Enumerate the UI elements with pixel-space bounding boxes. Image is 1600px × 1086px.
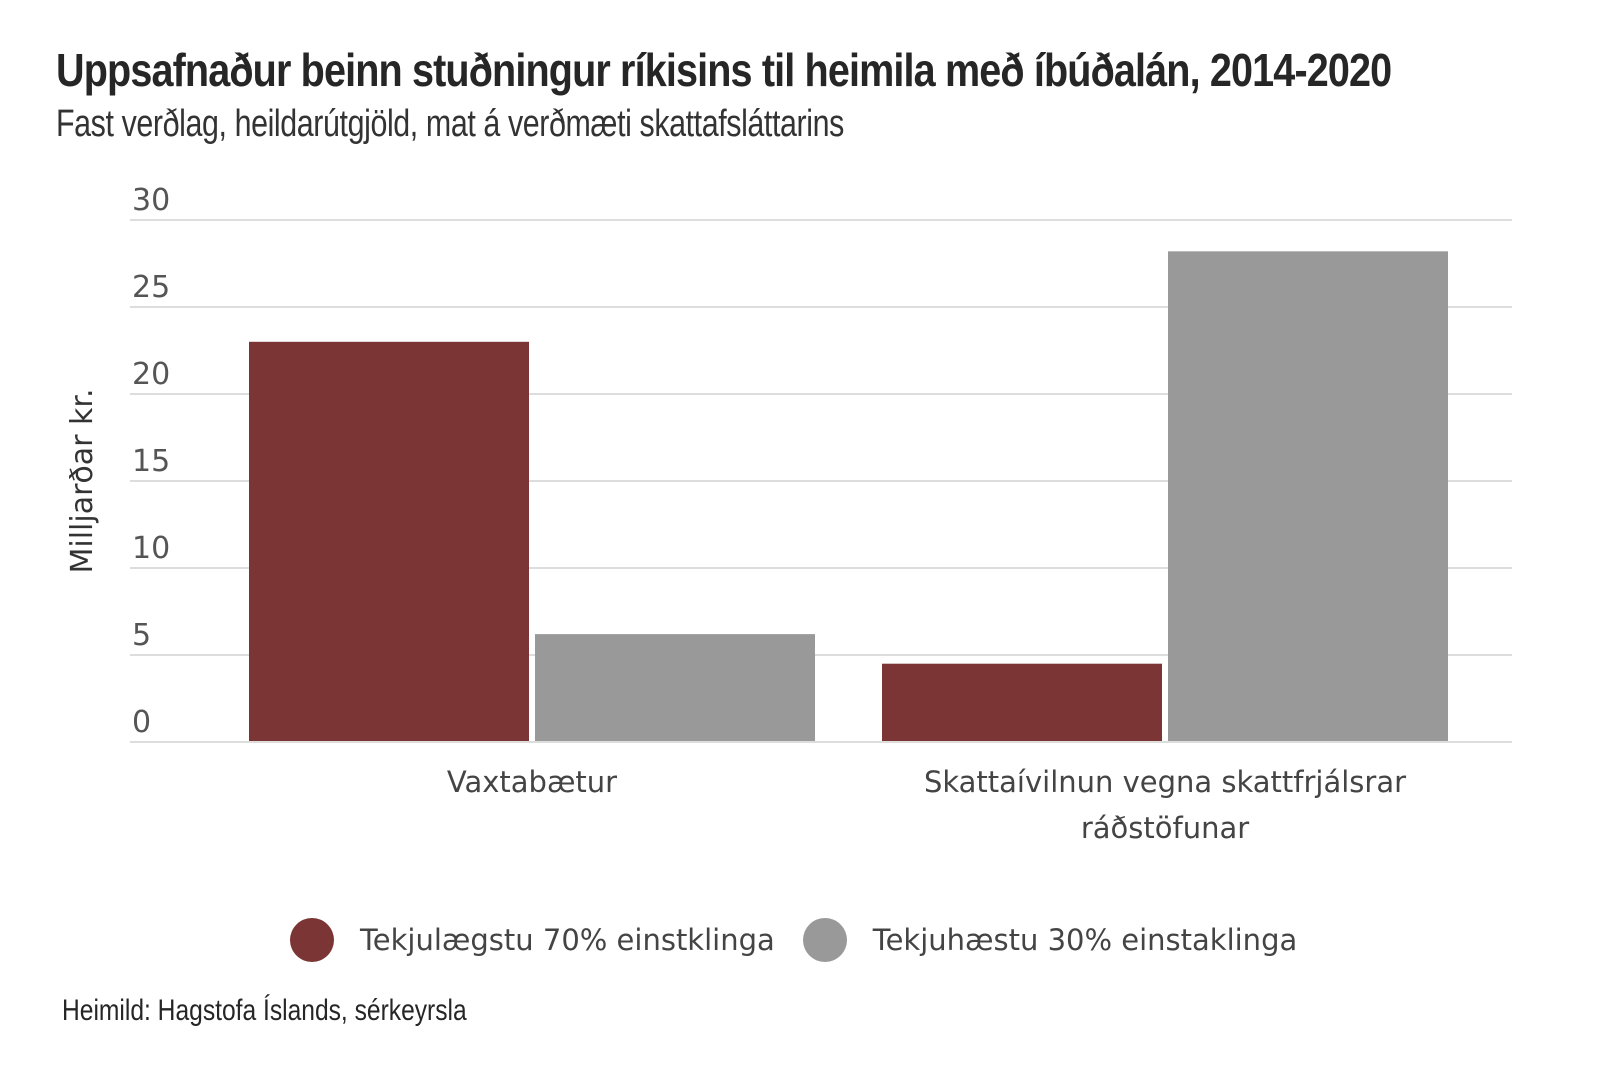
y-tick-label-15: 15 (132, 444, 170, 479)
y-tick-label-0: 0 (132, 705, 151, 740)
bar-0-series-1 (535, 634, 815, 742)
legend-swatch-series-1 (802, 918, 847, 962)
legend-swatch-series-0 (290, 918, 334, 962)
x-category-label-1-line-1: ráðstöfunar (1081, 811, 1249, 845)
y-tick-label-10: 10 (132, 531, 170, 566)
y-axis-label: Milljarðar kr. (65, 388, 100, 573)
x-category-label-0-line-0: Vaxtabætur (447, 765, 617, 799)
chart-title: Uppsafnaður beinn stuðningur ríkisins ti… (56, 44, 1392, 96)
chart-legend: Tekjulægstu 70% einstklinga Tekjuhæstu 3… (290, 918, 1325, 962)
y-tick-label-5: 5 (132, 618, 151, 653)
source-note: Heimild: Hagstofa Íslands, sérkeyrsla (62, 994, 467, 1027)
legend-item-series-1: Tekjuhæstu 30% einstaklinga (802, 918, 1298, 962)
x-category-label-1-line-0: Skattaívilnun vegna skattfrjálsrar (924, 765, 1406, 799)
y-tick-label-20: 20 (132, 357, 170, 392)
legend-label-series-0: Tekjulægstu 70% einstklinga (360, 923, 775, 957)
bar-1-series-0 (882, 663, 1162, 742)
y-tick-label-30: 30 (132, 183, 170, 218)
y-tick-label-25: 25 (132, 270, 170, 305)
chart-subtitle: Fast verðlag, heildarútgjöld, mat á verð… (56, 103, 844, 145)
bar-1-series-1 (1168, 251, 1448, 742)
bar-0-series-0 (249, 341, 529, 742)
legend-item-series-0: Tekjulægstu 70% einstklinga (290, 918, 775, 962)
legend-label-series-1: Tekjuhæstu 30% einstaklinga (872, 923, 1298, 957)
